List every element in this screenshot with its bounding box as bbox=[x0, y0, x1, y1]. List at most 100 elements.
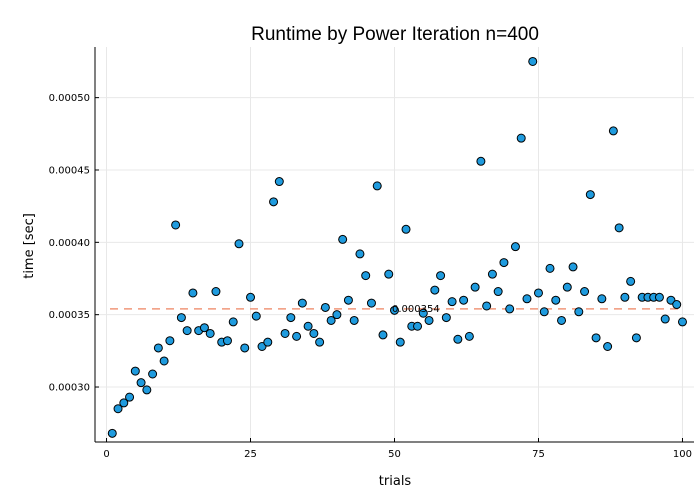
data-point bbox=[441, 313, 451, 323]
data-point bbox=[188, 288, 198, 298]
x-tick-label: 100 bbox=[673, 449, 692, 460]
chart-title: Runtime by Power Iteration n=400 bbox=[251, 24, 539, 45]
data-point bbox=[591, 333, 601, 343]
data-point bbox=[557, 315, 567, 325]
data-point bbox=[205, 328, 215, 338]
data-point bbox=[355, 249, 365, 259]
data-point bbox=[119, 398, 129, 408]
data-point bbox=[286, 313, 296, 323]
data-point bbox=[631, 333, 641, 343]
data-point bbox=[499, 258, 509, 268]
data-point bbox=[182, 326, 192, 336]
data-point bbox=[395, 337, 405, 347]
data-point bbox=[263, 337, 273, 347]
x-tick-label: 75 bbox=[532, 449, 545, 460]
data-point bbox=[211, 287, 221, 297]
data-point bbox=[292, 331, 302, 341]
data-point bbox=[107, 428, 117, 438]
data-point bbox=[303, 321, 313, 331]
x-axis-label: trials bbox=[379, 474, 412, 489]
data-point bbox=[493, 287, 503, 297]
data-point bbox=[453, 334, 463, 344]
y-tick-label: 0.00040 bbox=[49, 238, 90, 249]
grid-lines bbox=[95, 47, 694, 442]
data-point bbox=[234, 239, 244, 249]
x-axis-ticks: 0 25 50 75 100 bbox=[103, 438, 692, 460]
data-point bbox=[390, 305, 399, 315]
data-point bbox=[171, 220, 181, 230]
data-point bbox=[228, 317, 238, 327]
data-point bbox=[361, 271, 371, 281]
data-point bbox=[568, 262, 578, 272]
data-point bbox=[130, 366, 140, 376]
data-point bbox=[614, 223, 624, 233]
data-point bbox=[436, 271, 446, 281]
data-point bbox=[159, 356, 169, 366]
y-tick-label: 0.00035 bbox=[49, 310, 90, 321]
data-point bbox=[476, 156, 486, 166]
data-point bbox=[309, 328, 319, 338]
data-point bbox=[280, 328, 290, 338]
data-point bbox=[551, 295, 561, 305]
data-point bbox=[447, 297, 457, 307]
data-point bbox=[522, 294, 532, 304]
y-axis-ticks: 0.00030 0.00035 0.00040 0.00045 0.00050 bbox=[49, 93, 99, 394]
x-tick-label: 50 bbox=[388, 449, 401, 460]
data-point bbox=[603, 342, 613, 352]
data-point bbox=[326, 315, 336, 325]
data-point bbox=[574, 307, 584, 317]
data-point bbox=[608, 126, 618, 136]
data-point bbox=[430, 285, 440, 295]
data-point bbox=[372, 181, 382, 191]
data-point bbox=[246, 292, 256, 302]
data-point bbox=[677, 317, 687, 327]
x-tick-label: 0 bbox=[103, 449, 109, 460]
data-point bbox=[165, 336, 175, 346]
data-point bbox=[378, 330, 388, 340]
data-point bbox=[562, 282, 572, 292]
y-tick-label: 0.00030 bbox=[49, 383, 90, 394]
data-point bbox=[580, 287, 590, 297]
data-point bbox=[251, 311, 261, 321]
data-point bbox=[660, 314, 670, 324]
data-point bbox=[545, 263, 555, 273]
data-point bbox=[332, 310, 342, 320]
data-point bbox=[620, 292, 630, 302]
data-point bbox=[320, 302, 330, 312]
data-point bbox=[142, 385, 152, 395]
data-point bbox=[338, 234, 348, 244]
data-point bbox=[125, 392, 135, 402]
y-tick-label: 0.00045 bbox=[49, 165, 90, 176]
data-points bbox=[107, 56, 687, 438]
data-point bbox=[222, 336, 232, 346]
data-point bbox=[148, 369, 158, 379]
data-point bbox=[505, 304, 515, 314]
data-point bbox=[153, 343, 163, 353]
data-point bbox=[176, 313, 186, 323]
data-point bbox=[487, 269, 497, 279]
data-point bbox=[654, 292, 664, 302]
data-point bbox=[470, 282, 480, 292]
data-point bbox=[459, 295, 469, 305]
data-point bbox=[315, 337, 325, 347]
data-point bbox=[297, 298, 307, 308]
data-point bbox=[424, 315, 434, 325]
x-tick-label: 25 bbox=[244, 449, 257, 460]
data-point bbox=[533, 288, 543, 298]
data-point bbox=[528, 56, 538, 66]
y-tick-label: 0.00050 bbox=[49, 93, 90, 104]
data-point bbox=[349, 315, 359, 325]
data-point bbox=[384, 269, 394, 279]
data-point bbox=[136, 378, 146, 388]
data-point bbox=[482, 301, 492, 311]
data-point bbox=[418, 308, 428, 318]
data-point bbox=[343, 295, 353, 305]
data-point bbox=[269, 197, 279, 207]
data-point bbox=[401, 224, 411, 234]
data-point bbox=[464, 331, 474, 341]
data-point bbox=[585, 190, 595, 200]
data-point bbox=[199, 323, 209, 333]
data-point bbox=[366, 298, 376, 308]
data-point bbox=[626, 276, 636, 286]
